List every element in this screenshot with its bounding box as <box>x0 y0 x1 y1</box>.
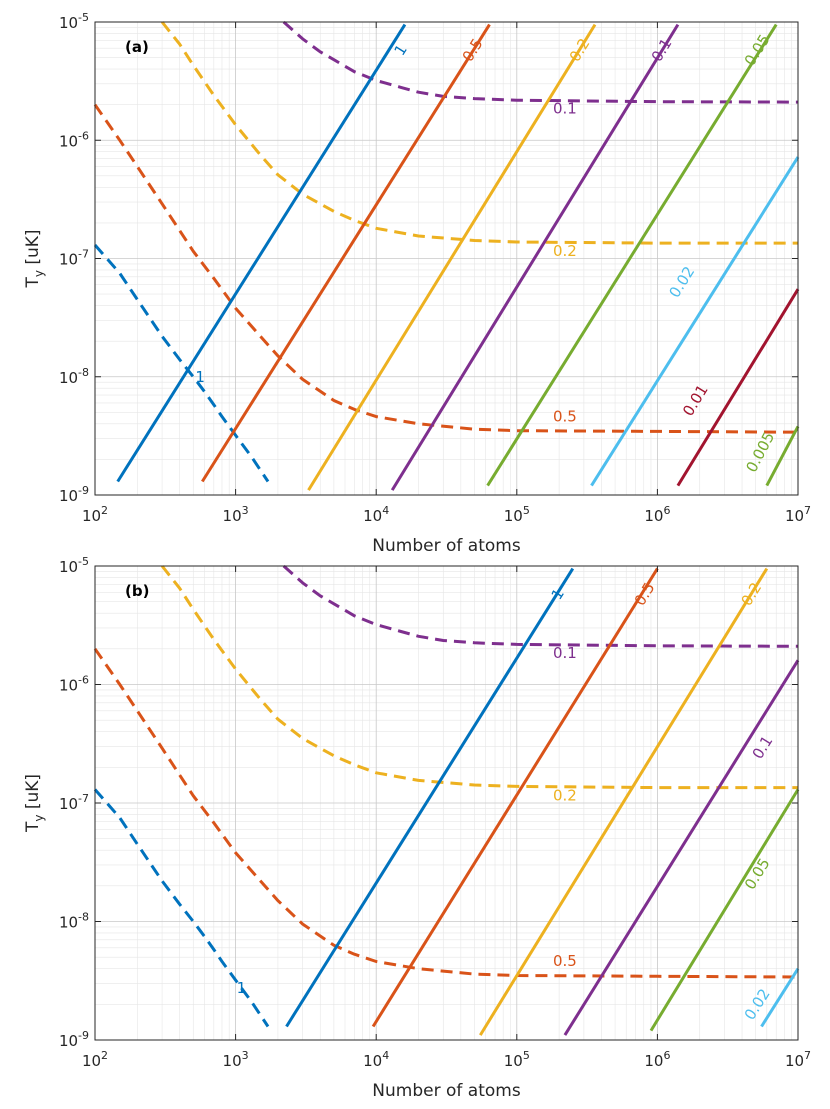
y-tick-label: 10-8 <box>59 911 89 932</box>
x-tick-label: 103 <box>223 504 249 525</box>
solid-series-1 <box>285 567 575 1028</box>
y-tick-label: 10-6 <box>59 129 89 150</box>
x-tick-label: 102 <box>82 1049 108 1070</box>
solid-series-0.5 <box>371 567 659 1028</box>
solid-series-0.01 <box>676 288 800 487</box>
dashed-curve-label-0.2: 0.2 <box>553 242 577 260</box>
x-tick-label: 105 <box>504 1049 530 1070</box>
dashed-curve-label-0.5: 0.5 <box>553 952 577 970</box>
y-tick-label: 10-8 <box>59 366 89 387</box>
dashed-series-0.2 <box>160 565 798 790</box>
tick-layer: 102 103 104 105 106 107 10-9 10-8 10-7 10-6 10-5 <box>59 555 811 1070</box>
dashed-series-0.1 <box>282 564 799 648</box>
dashed-curve-label-0.2: 0.2 <box>553 786 577 804</box>
dashed-curve-label-1: 1 <box>195 368 205 386</box>
y-axis-label: Ty [uK] <box>23 229 46 288</box>
dashed-series-0.5 <box>93 103 799 434</box>
dashed-series-0.2 <box>160 21 798 245</box>
dashed-series-0.1 <box>282 20 799 104</box>
dashed-curve-label-0.1: 0.1 <box>553 644 577 662</box>
solid-series-0.2 <box>479 567 769 1036</box>
dashed-curve-label-1: 1 <box>237 979 247 997</box>
panel-label: (b) <box>125 582 149 600</box>
dashed-series-0.5 <box>93 647 799 979</box>
series-layer <box>93 564 800 1036</box>
y-tick-label: 10-5 <box>59 555 89 576</box>
solid-series-0.05 <box>486 23 778 487</box>
dashed-series-1 <box>93 244 270 483</box>
panel-a: 102 103 104 105 106 107 10-9 10-8 10-7 10-6 10-5 1… <box>23 11 811 556</box>
x-tick-label: 107 <box>785 504 811 525</box>
x-tick-label: 105 <box>504 504 530 525</box>
y-tick-label: 10-7 <box>59 248 89 269</box>
y-axis-label: Ty [uK] <box>23 774 46 833</box>
solid-series-0.1 <box>390 23 680 491</box>
y-tick-label: 10-9 <box>59 484 89 505</box>
curve-label-layer: 10.50.20.11 0.5 0.2 0.1 0.050.020.010.005 <box>195 31 778 475</box>
series-layer <box>93 20 800 491</box>
solid-series-0.2 <box>307 23 597 491</box>
x-axis-label: Number of atoms <box>372 536 521 556</box>
y-tick-label: 10-6 <box>59 674 89 695</box>
y-tick-label: 10-5 <box>59 11 89 32</box>
x-tick-label: 106 <box>644 504 670 525</box>
solid-series-0.005 <box>765 425 800 487</box>
solid-series-1 <box>116 23 407 483</box>
solid-series-0.02 <box>760 967 800 1028</box>
x-tick-label: 104 <box>363 504 389 525</box>
x-axis-label: Number of atoms <box>372 1081 521 1101</box>
y-tick-label: 10-7 <box>59 792 89 813</box>
panel-label: (a) <box>125 38 149 56</box>
panel-b: 102 103 104 105 106 107 10-9 10-8 10-7 10-6 10-5 1… <box>23 555 811 1101</box>
solid-series-0.1 <box>563 659 800 1036</box>
dashed-series-1 <box>93 788 270 1028</box>
solid-series-0.02 <box>590 156 800 487</box>
y-tick-label: 10-9 <box>59 1029 89 1050</box>
dashed-curve-label-0.1: 0.1 <box>553 100 577 118</box>
x-tick-label: 106 <box>644 1049 670 1070</box>
x-tick-label: 102 <box>82 504 108 525</box>
x-tick-label: 107 <box>785 1049 811 1070</box>
solid-series-0.05 <box>649 788 800 1032</box>
x-tick-label: 104 <box>363 1049 389 1070</box>
tick-layer: 102 103 104 105 106 107 10-9 10-8 10-7 10-6 10-5 <box>59 11 811 525</box>
dashed-curve-label-0.5: 0.5 <box>553 407 577 425</box>
solid-series-0.5 <box>201 23 491 483</box>
x-tick-label: 103 <box>223 1049 249 1070</box>
